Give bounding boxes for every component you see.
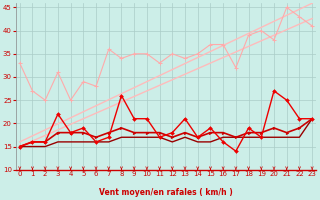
X-axis label: Vent moyen/en rafales ( km/h ): Vent moyen/en rafales ( km/h ) [99,188,233,197]
